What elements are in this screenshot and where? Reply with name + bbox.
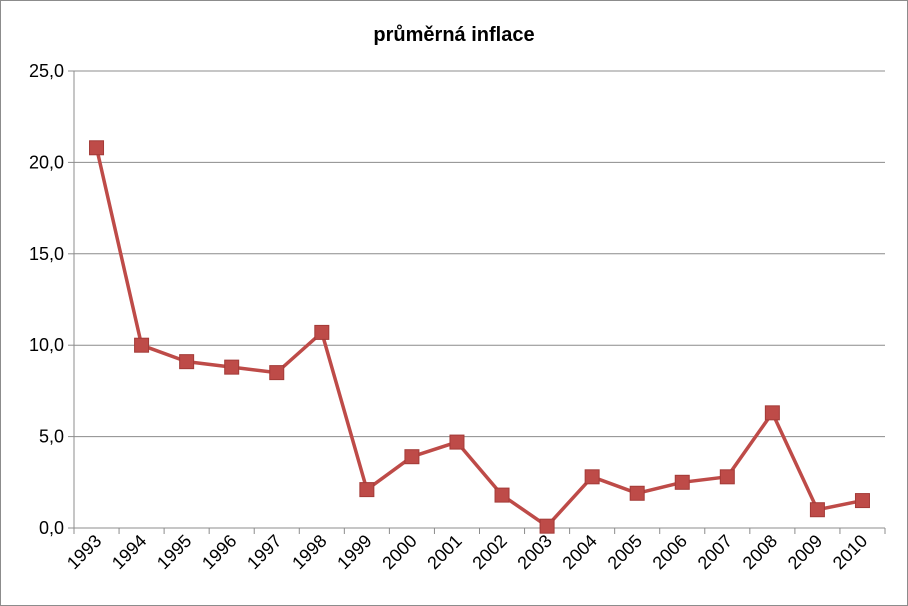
y-tick-label: 5,0	[39, 427, 64, 447]
y-tick-label: 0,0	[39, 518, 64, 538]
x-tick-label: 1995	[153, 531, 195, 573]
x-tick-label: 2003	[513, 531, 555, 573]
data-point-marker	[629, 485, 645, 501]
data-point-marker	[179, 354, 195, 370]
x-tick-label: 1993	[63, 531, 105, 573]
x-tick-label: 2008	[739, 531, 781, 573]
y-tick-label: 10,0	[29, 335, 64, 355]
x-tick-label: 2002	[468, 531, 510, 573]
data-point-marker	[269, 365, 285, 381]
data-point-marker	[809, 502, 825, 518]
x-tick-labels: 1993 1994 1995 1996 1997 1998 1999 2000 2001 2002…	[63, 531, 871, 573]
x-tick-label: 2007	[694, 531, 736, 573]
x-tick-label: 1996	[198, 531, 240, 573]
x-tick-label: 1997	[243, 531, 285, 573]
data-point-marker	[764, 405, 780, 421]
x-tick-label: 2005	[604, 531, 646, 573]
x-tick-label: 1999	[333, 531, 375, 573]
y-tick-label: 20,0	[29, 152, 64, 172]
data-point-marker	[314, 324, 330, 340]
x-tick-label: 2001	[423, 531, 465, 573]
x-tick-label: 1998	[288, 531, 330, 573]
x-tick-label: 2000	[378, 531, 420, 573]
data-point-marker	[494, 487, 510, 503]
y-tick-label: 25,0	[29, 61, 64, 81]
y-tick-labels: 0,0 5,0 10,0 15,0 20,0 25,0	[29, 61, 64, 538]
data-point-marker	[89, 140, 105, 156]
data-point-marker	[539, 518, 555, 534]
data-point-marker	[719, 469, 735, 485]
data-point-marker	[359, 482, 375, 498]
x-tick-label: 1994	[108, 531, 150, 573]
gridlines	[74, 70, 885, 438]
data-point-marker	[404, 449, 420, 465]
chart-title: průměrná inflace	[373, 24, 534, 46]
axes	[68, 70, 886, 534]
x-tick-label: 2006	[649, 531, 691, 573]
data-point-marker	[224, 359, 240, 375]
x-tick-label: 2009	[784, 531, 826, 573]
series-line	[94, 147, 863, 528]
data-point-marker	[674, 474, 690, 490]
series-inflation	[89, 140, 870, 534]
data-point-marker	[854, 493, 870, 509]
data-point-marker	[134, 337, 150, 353]
x-tick-label: 2010	[829, 531, 871, 573]
data-point-marker	[449, 434, 465, 450]
y-tick-label: 15,0	[29, 244, 64, 264]
x-tick-label: 2004	[559, 531, 601, 573]
data-point-marker	[584, 469, 600, 485]
